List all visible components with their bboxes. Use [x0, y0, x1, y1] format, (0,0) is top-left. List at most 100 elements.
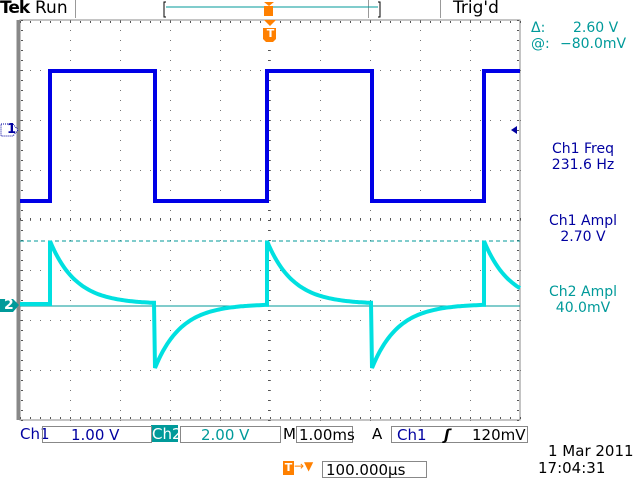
grid-dot — [270, 360, 271, 361]
grid-dot — [280, 320, 281, 321]
grid-tick — [517, 40, 519, 41]
grid-dot — [120, 140, 121, 141]
grid-tick — [430, 21, 431, 23]
grid-dot — [140, 120, 141, 121]
grid-dot — [260, 70, 261, 71]
grid-dot — [320, 400, 321, 401]
timebase-scale[interactable]: 1.00ms — [296, 426, 355, 444]
grid-dot — [70, 170, 71, 171]
header-divider — [75, 0, 76, 18]
grid-tick — [340, 218, 341, 220]
horizontal-position-value[interactable]: 100.000µs — [322, 461, 427, 479]
grid-dot — [320, 150, 321, 151]
grid-tick — [360, 21, 361, 23]
grid-dot — [470, 360, 471, 361]
grid-dot — [410, 270, 411, 271]
ch1-scale[interactable]: 1.00 V — [42, 426, 152, 444]
grid-tick — [21, 310, 23, 311]
grid-dot — [330, 170, 331, 171]
grid-dot — [30, 120, 31, 121]
grid-dot — [440, 320, 441, 321]
grid-dot — [420, 60, 421, 61]
grid-tick — [21, 110, 23, 111]
grid-dot — [470, 260, 471, 261]
grid-tick — [268, 320, 270, 321]
grid-dot — [470, 210, 471, 211]
grid-dot — [190, 120, 191, 121]
grid-dot — [240, 120, 241, 121]
grid-tick — [290, 21, 291, 23]
grid-dot — [120, 330, 121, 331]
grid-dot — [340, 220, 341, 221]
trigger-settings[interactable]: Ch1 ʃ 120mV — [391, 426, 528, 444]
cursor-delta-value: 2.60 V — [573, 20, 619, 36]
grid-dot — [170, 40, 171, 41]
grid-tick — [50, 218, 51, 220]
grid-tick — [300, 218, 301, 220]
trigger-position-bar[interactable] — [163, 1, 381, 18]
grid-dot — [110, 220, 111, 221]
grid-tick — [490, 417, 491, 419]
trigger-mode-label: A — [372, 425, 383, 443]
grid-tick — [517, 300, 519, 301]
grid-dot — [70, 320, 71, 321]
grid-dot — [70, 140, 71, 141]
grid-tick — [110, 21, 111, 23]
grid-dot — [70, 360, 71, 361]
grid-tick — [370, 417, 371, 419]
grid-dot — [320, 250, 321, 251]
trigger-level-marker — [511, 126, 517, 134]
grid-dot — [170, 320, 171, 321]
grid-tick — [60, 218, 61, 220]
grid-dot — [450, 170, 451, 171]
ch1-ground-marker[interactable] — [0, 123, 19, 137]
grid-dot — [470, 180, 471, 181]
grid-tick — [310, 21, 311, 23]
ch2-ground-marker[interactable] — [0, 299, 19, 312]
grid-dot — [220, 410, 221, 411]
grid-tick — [268, 50, 270, 51]
grid-dot — [470, 380, 471, 381]
grid-tick — [460, 21, 461, 23]
grid-tick — [517, 260, 519, 261]
grid-dot — [460, 120, 461, 121]
grid-dot — [470, 340, 471, 341]
grid-dot — [460, 270, 461, 271]
grid-tick — [110, 417, 111, 419]
grid-tick — [517, 220, 519, 221]
ch2-scale[interactable]: 2.00 V — [180, 426, 281, 444]
grid-tick — [470, 218, 471, 220]
grid-tick — [70, 218, 71, 220]
grid-dot — [170, 50, 171, 51]
grid-dot — [40, 320, 41, 321]
grid-tick — [330, 218, 331, 220]
grid-dot — [340, 270, 341, 271]
grid-dot — [270, 200, 271, 201]
grid-tick — [470, 21, 471, 23]
grid-dot — [70, 60, 71, 61]
grid-dot — [320, 30, 321, 31]
grid-tick — [120, 218, 121, 220]
grid-dot — [70, 330, 71, 331]
grid-dot — [420, 220, 421, 221]
grid-tick — [250, 417, 251, 419]
grid-tick — [517, 360, 519, 361]
grid-dot — [470, 230, 471, 231]
grid-dot — [220, 230, 221, 231]
grid-dot — [150, 370, 151, 371]
grid-tick — [190, 218, 191, 220]
grid-tick — [21, 80, 23, 81]
grid-dot — [80, 320, 81, 321]
grid-tick — [170, 21, 171, 23]
grid-dot — [360, 220, 361, 221]
grid-dot — [320, 290, 321, 291]
grid-dot — [180, 320, 181, 321]
grid-dot — [190, 270, 191, 271]
grid-tick — [90, 21, 91, 23]
grid-dot — [420, 70, 421, 71]
grid-tick — [480, 21, 481, 23]
grid-tick — [100, 21, 101, 23]
grid-dot — [130, 370, 131, 371]
grid-dot — [470, 90, 471, 91]
grid-tick — [410, 218, 411, 220]
